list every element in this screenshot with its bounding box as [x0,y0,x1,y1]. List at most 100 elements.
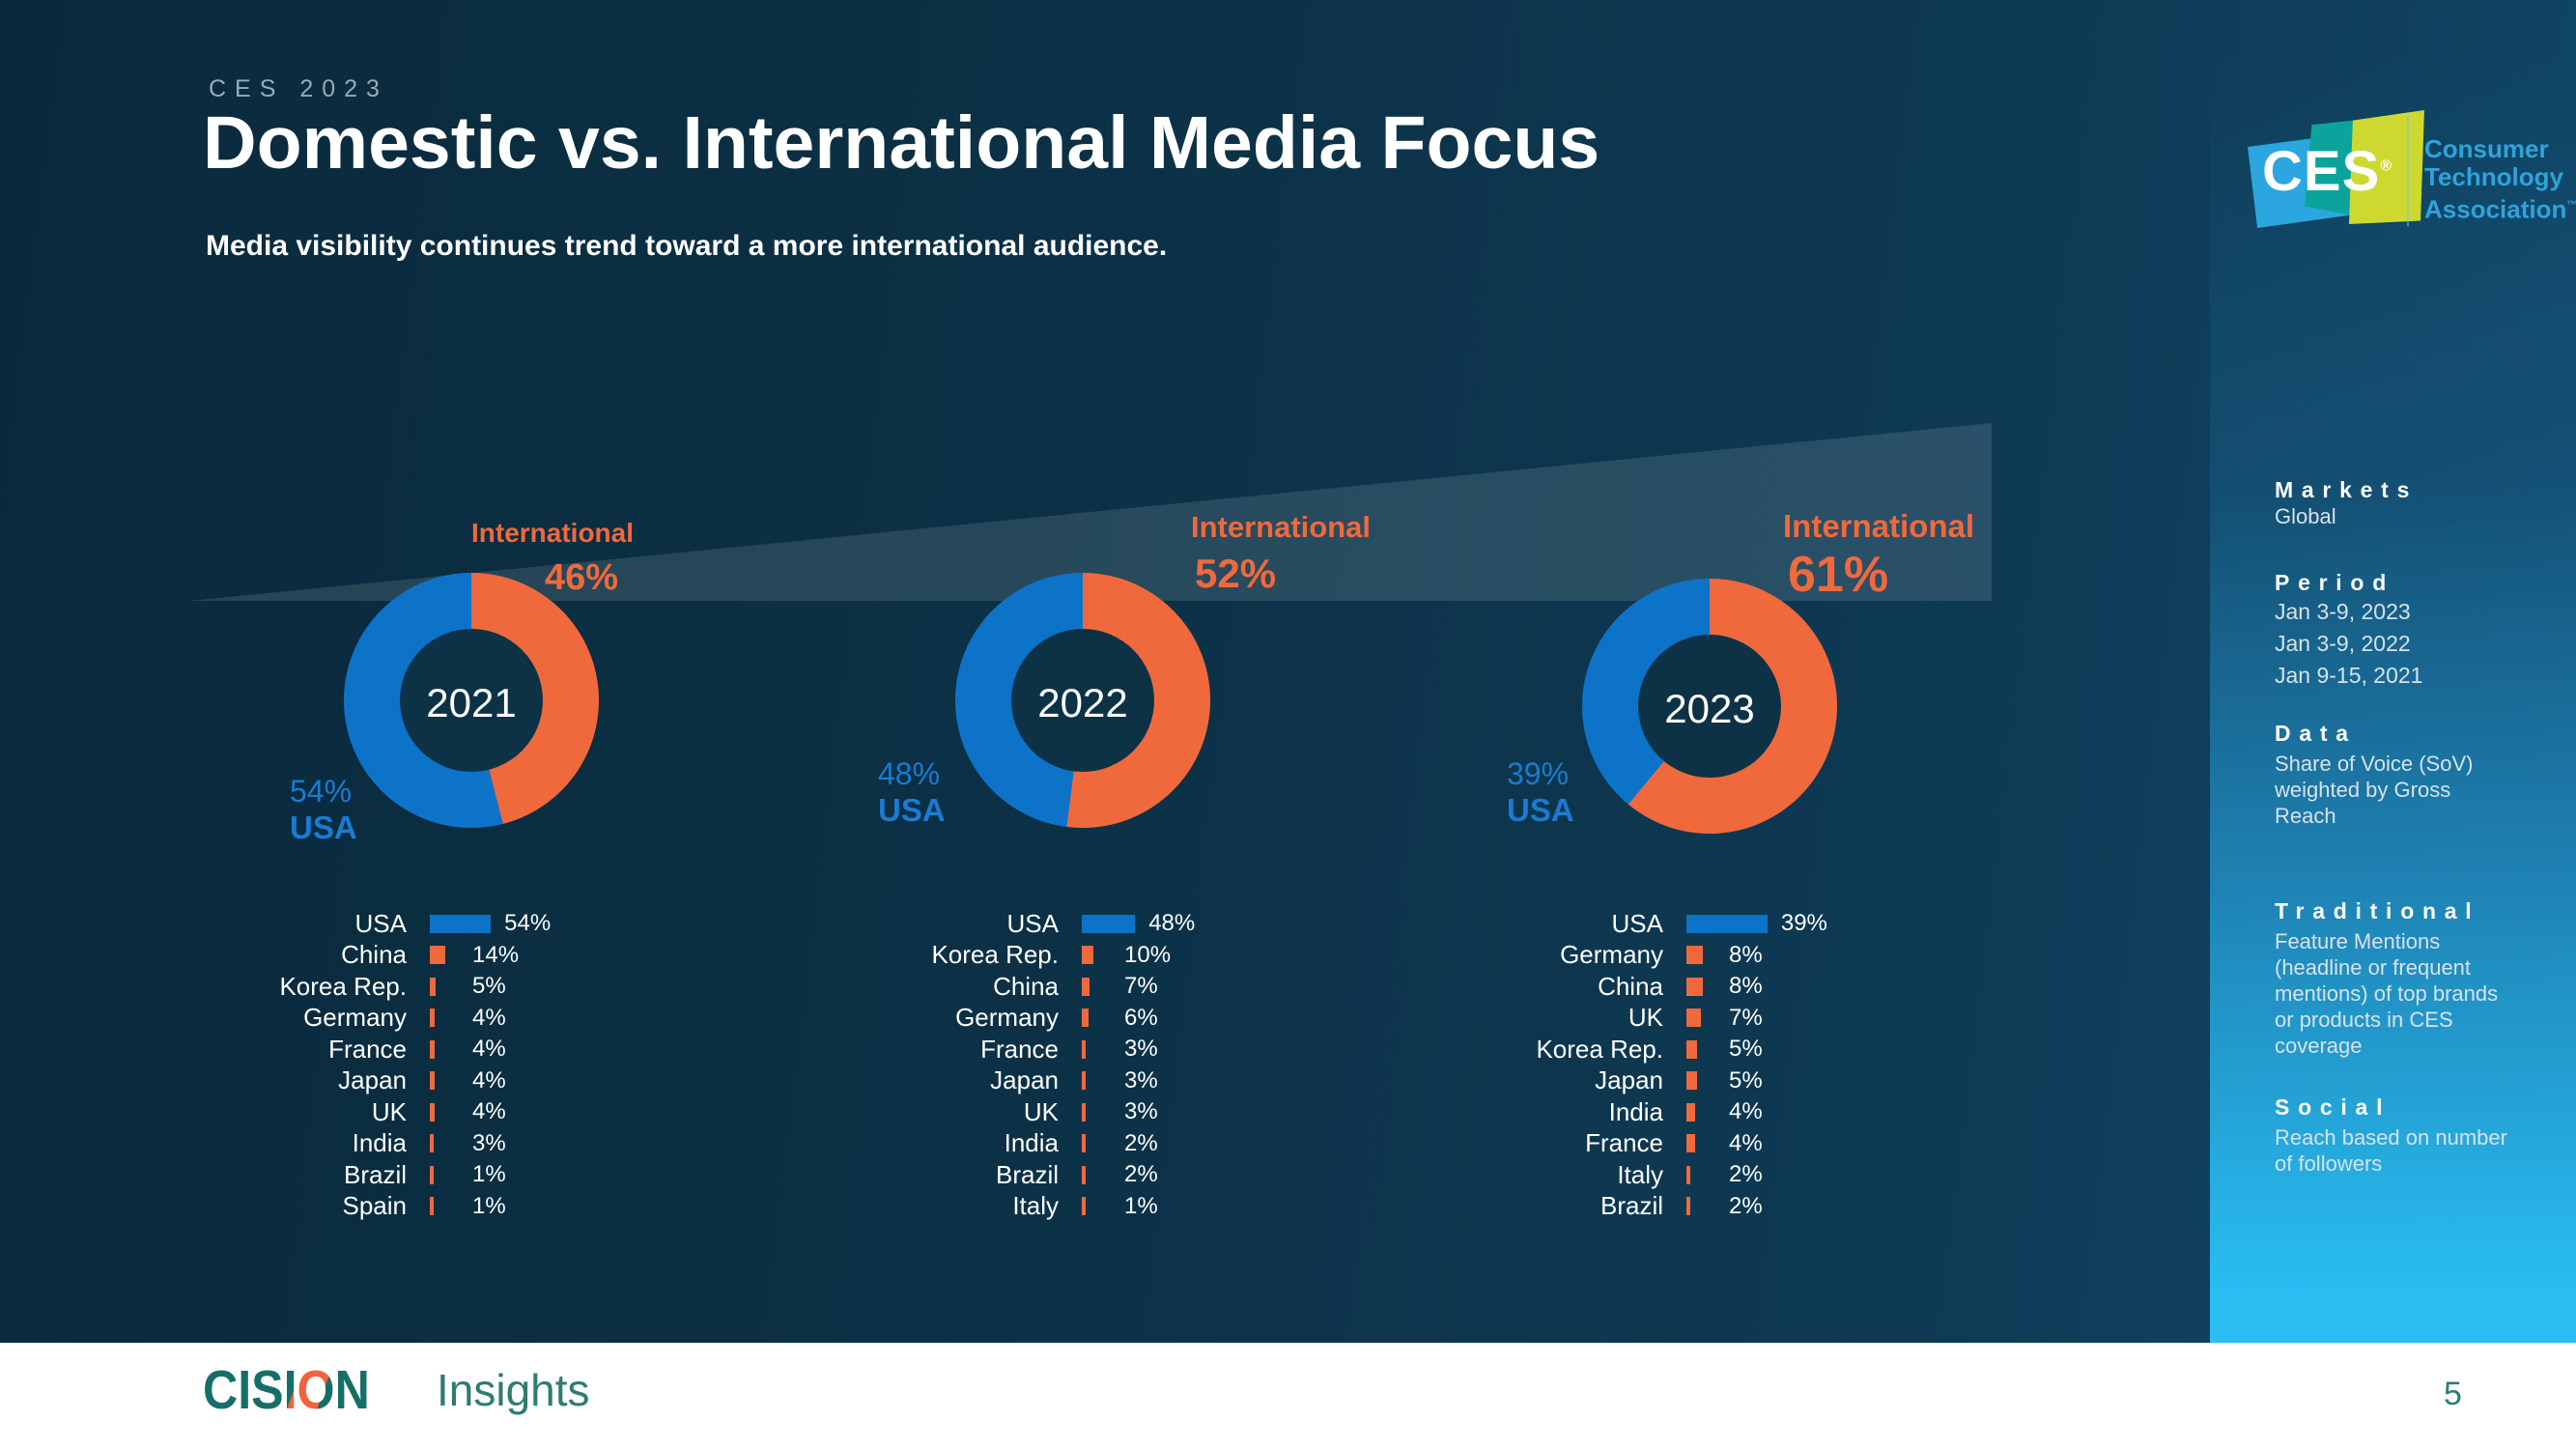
bar-cell [1082,1071,1111,1091]
country-name: China [1598,971,1663,1001]
bar-cell [430,914,492,933]
country-bar [430,1009,435,1028]
country-pct: 5% [472,973,506,1000]
country-name: France [328,1034,407,1064]
bar-cell [430,1071,459,1091]
footer: CISION Insights 5 [0,1343,2576,1449]
usa-pct-2023: 39% [1507,756,1570,791]
bar-cell [430,1009,459,1028]
international-pct-2022: 52% [1195,551,1277,596]
country-pct: 4% [472,1066,506,1094]
table-row: Brazil 1% [175,1159,638,1191]
country-name: UK [1023,1096,1059,1126]
sidebar-text-line: coverage [2275,1034,2363,1058]
usa-word-2021: USA [290,810,357,845]
table-row: Korea Rep. 5% [1431,1034,1895,1065]
country-pct: 54% [504,910,552,937]
bar-cell [430,977,459,996]
sidebar-text-line: Reach [2275,804,2336,828]
donut-hole [1011,629,1154,772]
donut-year-label: 2022 [1037,680,1128,725]
country-bar [1082,1039,1086,1059]
bar-cell [1082,914,1136,933]
table-row: USA 54% [175,908,638,940]
country-name: Germany [955,1003,1059,1033]
table-row: India 3% [175,1128,638,1160]
bar-cell [1686,1102,1715,1122]
bar-cell [430,1102,459,1122]
bar-cell [430,1197,459,1216]
country-bar [430,1134,434,1153]
cision-logo: CISION [203,1359,370,1421]
country-bar [1082,1071,1086,1091]
sidebar-text-line: Jan 9-15, 2021 [2275,663,2423,688]
cision-insights-label: Insights [437,1365,590,1415]
table-row: UK 4% [175,1096,638,1128]
table-row: France 4% [1431,1128,1895,1160]
country-pct: 8% [1729,973,1763,1000]
country-name: Japan [990,1065,1059,1095]
international-pct-2023: 61% [1788,547,1889,603]
sidebar-heading-traditional: Traditional [2275,898,2480,923]
country-pct: 1% [1124,1192,1158,1219]
country-name: UK [1628,1003,1663,1033]
table-row: Germany 8% [1431,940,1895,972]
country-name: Korea Rep. [1536,1034,1663,1064]
table-row: UK 3% [827,1096,1290,1128]
country-list-2023: USA 39% Germany 8% China 8% UK 7% Korea Rep. 5% Ja… [1431,908,1895,1222]
table-row: Japan 4% [175,1065,638,1097]
bar-cell [1082,1009,1111,1028]
country-pct: 48% [1148,910,1196,937]
table-row: China 14% [175,940,638,972]
sidebar-text-line: (headline or frequent [2275,955,2472,980]
ces-logo-divider [2407,116,2409,226]
cta-org-name: Consumer Technology Association™ [2424,135,2576,224]
table-row: Italy 1% [827,1191,1290,1223]
country-name: USA [354,908,407,938]
bar-cell [1082,1165,1111,1184]
bar-cell [1686,914,1768,933]
bar-cell [430,1134,459,1153]
sidebar-text-line: Reach based on number [2275,1125,2507,1150]
country-name: France [980,1034,1059,1064]
country-bar [430,1071,435,1091]
bar-cell [430,1039,459,1059]
international-label-2022: International [1191,510,1372,544]
country-bar [1082,1009,1089,1028]
country-name: India [1608,1096,1663,1126]
sidebar-text-line: Share of Voice (SoV) [2275,752,2474,776]
country-name: India [352,1128,407,1158]
ces-logo-text: CES® [2262,140,2393,203]
country-name: Brazil [343,1159,407,1189]
country-bar [430,1039,435,1059]
sidebar-text-line: mentions) of top brands [2275,981,2499,1006]
country-bar [1686,1165,1691,1184]
table-row: USA 39% [1431,908,1895,940]
donut-year-label: 2023 [1664,686,1755,731]
country-pct: 1% [472,1161,506,1188]
bar-cell [430,1165,459,1184]
donut-year-label: 2021 [426,680,517,725]
subtitle: Media visibility continues trend toward … [206,230,1168,262]
country-name: Brazil [1599,1191,1663,1221]
country-pct: 39% [1780,910,1827,937]
table-row: Germany 4% [175,1003,638,1035]
country-bar [1686,1197,1691,1216]
cta-org-line: Consumer [2424,134,2549,163]
country-bar [430,946,446,965]
cta-org-line: Association™ [2424,191,2576,224]
usa-pct-2022: 48% [878,756,941,791]
country-pct: 14% [472,941,520,968]
country-bar [430,1197,434,1216]
country-name: USA [1006,908,1059,938]
country-bar [430,914,492,933]
country-pct: 6% [1124,1004,1158,1031]
country-pct: 4% [1729,1129,1763,1156]
country-pct: 8% [1729,941,1763,968]
page-title: Domestic vs. International Media Focus [203,101,1600,185]
table-row: Japan 3% [827,1065,1290,1097]
table-row: Brazil 2% [1431,1191,1895,1223]
country-name: Japan [1595,1065,1663,1095]
donut-chart-2021 [344,573,599,828]
